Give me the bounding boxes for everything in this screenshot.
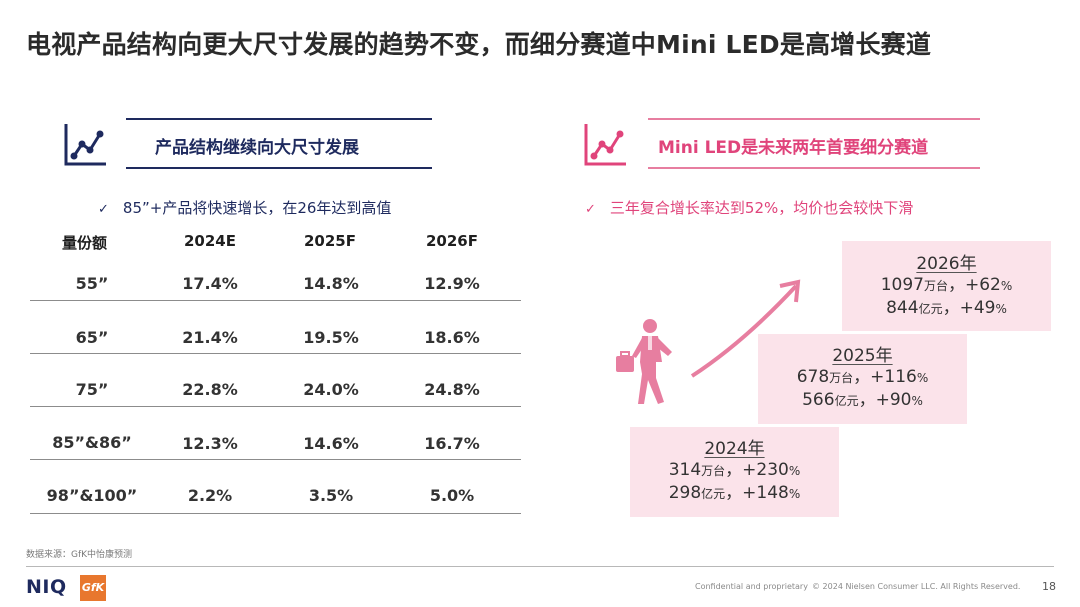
row-divider [30,459,521,460]
table-header: 2025F [304,232,356,250]
table-cell: 16.7% [424,434,480,453]
data-source-note: 数据来源：GfK中怡康预测 [26,550,133,560]
table-cell: 5.0% [429,486,475,505]
row-divider [30,513,521,514]
table-cell: 12.3% [182,434,238,453]
table-cell: 19.5% [303,328,359,347]
table-cell: 22.8% [182,380,238,399]
table-header: 2024E [184,232,236,250]
checkmark-icon: ✓ [585,202,596,217]
table-cell-size: 55” [75,274,109,293]
box-volume-line: 314万台，+230% [668,460,801,480]
copyright-note: © 2024 Nielsen Consumer LLC. All Rights … [812,582,1021,591]
table-cell: 24.8% [424,380,480,399]
right-section-header: Mini LED是未来两年首要细分赛道 [658,138,929,158]
left-bullet-text: 85”+产品将快速增长，在26年达到高值 [122,199,392,217]
table-cell: 3.5% [308,486,354,505]
box-value-line: 844亿元，+49% [886,298,1007,318]
stat-box-2025: 2025年 678万台，+116% 566亿元，+90% [758,334,967,424]
growth-chart-icon [582,122,628,168]
checkmark-icon: ✓ [98,202,109,217]
table-cell-size: 65” [75,328,109,347]
table-cell: 12.9% [424,274,480,293]
box-value-line: 298亿元，+148% [668,483,801,503]
table-header: 2026F [426,232,478,250]
box-volume-line: 1097万台，+62% [880,275,1013,295]
curved-arrow-icon [684,272,814,382]
table-cell: 21.4% [182,328,238,347]
left-header-bottom-line [126,167,432,169]
left-header-top-line [126,118,432,120]
right-header-top-line [648,118,980,120]
growth-chart-icon [62,122,108,168]
table-cell: 24.0% [303,380,359,399]
box-year: 2026年 [916,254,977,274]
box-volume-line: 678万台，+116% [796,367,929,387]
stat-box-2024: 2024年 314万台，+230% 298亿元，+148% [630,427,839,517]
left-section-header: 产品结构继续向大尺寸发展 [155,138,359,158]
table-cell-size: 75” [75,380,109,399]
table-cell: 18.6% [424,328,480,347]
box-year: 2024年 [704,439,765,459]
page-title: 电视产品结构向更大尺寸发展的趋势不变，而细分赛道中Mini LED是高增长赛道 [26,30,932,59]
table-cell-size: 98”&100” [46,486,138,505]
table-header: 量份额 [62,234,108,252]
niq-logo: NIQ [26,576,67,598]
left-bullet: ✓ 85”+产品将快速增长，在26年达到高值 [98,197,391,218]
right-bullet: ✓ 三年复合增长率达到52%，均价也会较快下滑 [585,197,913,218]
confidential-note: Confidential and proprietary [695,582,808,591]
table-cell-size: 85”&86” [52,433,132,452]
table-cell: 2.2% [187,486,233,505]
row-divider [30,406,521,407]
page-number: 18 [1042,580,1056,593]
table-cell: 14.6% [303,434,359,453]
table-cell: 14.8% [303,274,359,293]
stat-box-2026: 2026年 1097万台，+62% 844亿元，+49% [842,241,1051,331]
row-divider [30,300,521,301]
row-divider [30,353,521,354]
businessman-icon [612,318,682,408]
box-year: 2025年 [832,346,893,366]
box-value-line: 566亿元，+90% [802,390,923,410]
gfk-logo: GfK [80,575,106,601]
footer-divider [26,566,1054,567]
right-bullet-text: 三年复合增长率达到52%，均价也会较快下滑 [609,199,914,217]
table-cell: 17.4% [182,274,238,293]
right-header-bottom-line [648,167,980,169]
